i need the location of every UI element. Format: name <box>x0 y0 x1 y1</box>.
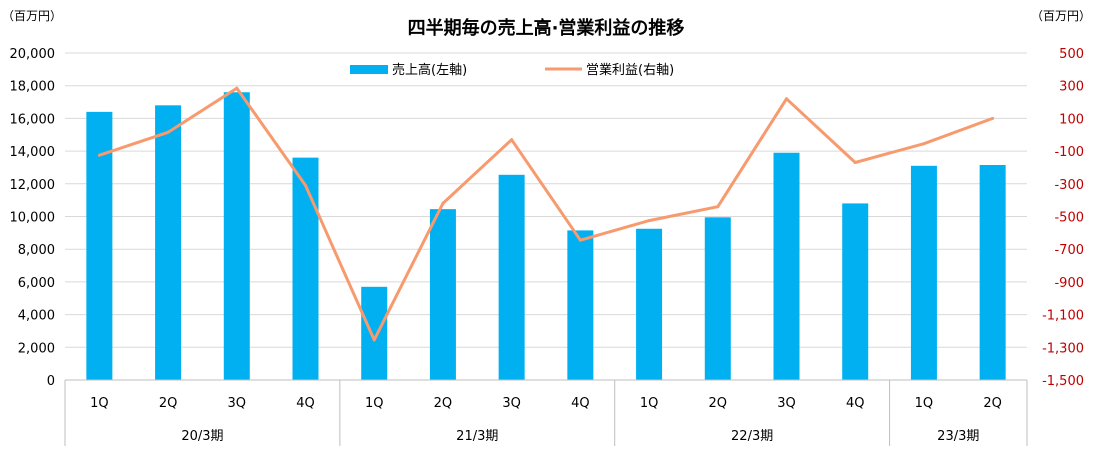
legend: 売上高(左軸) 営業利益(右軸) <box>350 62 674 78</box>
legend-bar-label: 売上高(左軸) <box>392 62 467 78</box>
category-label: 4Q <box>571 396 590 411</box>
line-point <box>647 219 651 223</box>
category-label: 1Q <box>365 396 384 411</box>
legend-bar-swatch <box>350 65 388 74</box>
left-tick-label: 20,000 <box>10 47 56 62</box>
line-point <box>97 153 101 157</box>
line-point <box>235 86 239 90</box>
right-tick-label: 100 <box>1059 112 1084 127</box>
gridlines <box>65 52 1027 381</box>
right-tick-label: 500 <box>1059 47 1084 62</box>
chart-title: 四半期毎の売上高·営業利益の推移 <box>408 17 685 39</box>
left-tick-label: 8,000 <box>18 243 55 258</box>
category-label: 2Q <box>434 396 453 411</box>
line-point <box>372 338 376 342</box>
line-point <box>991 116 995 120</box>
line-point <box>785 97 788 101</box>
category-label: 3Q <box>777 396 796 411</box>
category-axis: 1Q 2Q 3Q 4Q 1Q 2Q 3Q 4Q 1Q 2Q 3Q 4Q 1Q 2Q 20/3期 21/3期 22… <box>64 379 1028 446</box>
category-label: 3Q <box>228 396 247 411</box>
line-point <box>510 138 514 142</box>
group-label: 21/3期 <box>456 429 498 444</box>
bar <box>567 230 594 380</box>
left-tick-label: 6,000 <box>18 276 55 291</box>
left-tick-label: 4,000 <box>18 309 55 324</box>
left-tick-label: 14,000 <box>10 145 56 160</box>
line-point <box>853 161 857 165</box>
right-tick-label: -1,500 <box>1042 374 1084 389</box>
bar <box>704 217 731 380</box>
category-label: 1Q <box>640 396 659 411</box>
bar <box>842 203 869 380</box>
line-point <box>166 130 170 134</box>
bar-series <box>86 92 1006 381</box>
right-tick-label: -500 <box>1054 211 1084 226</box>
category-label: 3Q <box>502 396 521 411</box>
line-series <box>97 86 995 342</box>
bar <box>361 286 388 380</box>
bar <box>155 105 182 380</box>
right-tick-label: -1,300 <box>1042 341 1084 356</box>
line-point <box>922 142 926 146</box>
left-tick-label: 2,000 <box>18 341 55 356</box>
bar <box>292 157 319 380</box>
line-point <box>716 205 720 209</box>
right-tick-label: 300 <box>1059 80 1084 95</box>
line-point <box>441 201 445 205</box>
bar <box>429 209 456 380</box>
category-label: 2Q <box>159 396 178 411</box>
left-tick-label: 18,000 <box>10 80 56 95</box>
category-label: 4Q <box>846 396 865 411</box>
left-axis-ticks: 0 2,000 4,000 6,000 8,000 10,000 12,000 14,000 1… <box>10 47 56 389</box>
left-tick-label: 0 <box>47 374 55 389</box>
bar <box>979 164 1006 380</box>
group-label: 22/3期 <box>731 429 773 444</box>
group-label: 23/3期 <box>937 429 979 444</box>
group-label: 20/3期 <box>181 429 223 444</box>
right-axis-ticks: 500 300 100 -100 -300 -500 -700 -900 -1,100 -1,30… <box>1042 47 1084 389</box>
legend-line-label: 営業利益(右軸) <box>586 62 674 78</box>
right-tick-label: -100 <box>1054 145 1084 160</box>
left-axis-unit: （百万円） <box>2 9 62 23</box>
line-point <box>304 183 307 187</box>
operating-profit-line <box>98 86 994 342</box>
category-label: 2Q <box>983 396 1002 411</box>
category-label: 1Q <box>90 396 109 411</box>
right-axis-unit: （百万円） <box>1031 9 1091 23</box>
right-tick-label: -900 <box>1054 276 1084 291</box>
right-tick-label: -700 <box>1054 243 1084 258</box>
bar <box>773 152 800 380</box>
category-label: 1Q <box>915 396 934 411</box>
category-label: 4Q <box>296 396 315 411</box>
left-tick-label: 12,000 <box>10 178 56 193</box>
left-tick-label: 16,000 <box>10 112 56 127</box>
line-point <box>578 238 582 242</box>
bar <box>498 174 525 380</box>
bar <box>223 92 250 381</box>
right-tick-label: -1,100 <box>1042 309 1084 324</box>
left-tick-label: 10,000 <box>10 211 56 226</box>
bar <box>636 228 663 380</box>
bar <box>910 165 937 380</box>
right-tick-label: -300 <box>1054 178 1084 193</box>
category-label: 2Q <box>709 396 728 411</box>
